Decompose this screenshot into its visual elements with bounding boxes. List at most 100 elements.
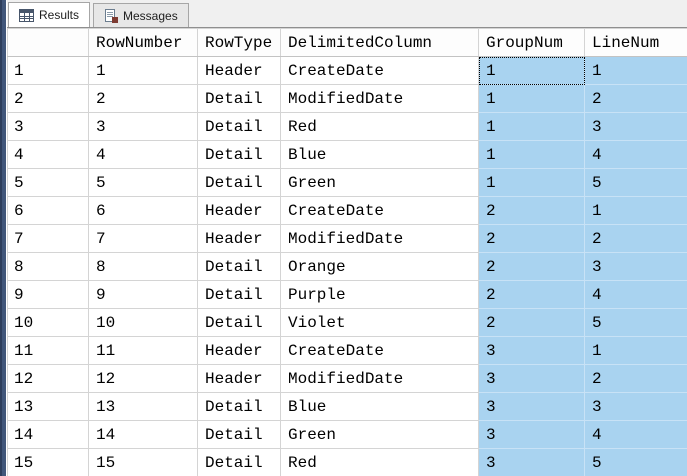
cell-groupnum[interactable]: 1 [478, 112, 585, 141]
cell-groupnum[interactable]: 3 [478, 392, 585, 421]
cell-delimitedcolumn[interactable]: CreateDate [280, 196, 479, 225]
cell-groupnum[interactable]: 3 [478, 448, 585, 476]
row-header[interactable]: 1 [7, 56, 89, 85]
cell-rownumber[interactable]: 3 [88, 112, 198, 141]
cell-linenum[interactable]: 4 [584, 140, 687, 169]
cell-linenum[interactable]: 2 [584, 224, 687, 253]
row-header[interactable]: 13 [7, 392, 89, 421]
cell-linenum[interactable]: 1 [584, 196, 687, 225]
cell-groupnum[interactable]: 3 [478, 420, 585, 449]
cell-delimitedcolumn[interactable]: CreateDate [280, 56, 479, 85]
cell-linenum[interactable]: 1 [584, 56, 687, 85]
cell-linenum[interactable]: 2 [584, 84, 687, 113]
cell-rowtype[interactable]: Detail [197, 280, 281, 309]
cell-linenum[interactable]: 3 [584, 252, 687, 281]
column-header-linenum[interactable]: LineNum [584, 28, 687, 57]
row-header[interactable]: 3 [7, 112, 89, 141]
cell-rownumber[interactable]: 7 [88, 224, 198, 253]
cell-delimitedcolumn[interactable]: Violet [280, 308, 479, 337]
row-header[interactable]: 12 [7, 364, 89, 393]
row-header[interactable]: 8 [7, 252, 89, 281]
column-header-rownumber[interactable]: RowNumber [88, 28, 198, 57]
cell-rowtype[interactable]: Header [197, 196, 281, 225]
cell-delimitedcolumn[interactable]: Red [280, 112, 479, 141]
cell-rowtype[interactable]: Header [197, 224, 281, 253]
cell-groupnum[interactable]: 1 [478, 140, 585, 169]
cell-rownumber[interactable]: 8 [88, 252, 198, 281]
cell-groupnum[interactable]: 1 [478, 84, 585, 113]
cell-rowtype[interactable]: Detail [197, 448, 281, 476]
cell-linenum[interactable]: 3 [584, 112, 687, 141]
cell-delimitedcolumn[interactable]: Red [280, 448, 479, 476]
column-header-rowtype[interactable]: RowType [197, 28, 281, 57]
cell-rownumber[interactable]: 13 [88, 392, 198, 421]
cell-delimitedcolumn[interactable]: Green [280, 420, 479, 449]
cell-rowtype[interactable]: Header [197, 56, 281, 85]
cell-groupnum[interactable]: 2 [478, 224, 585, 253]
row-header[interactable]: 6 [7, 196, 89, 225]
cell-rownumber[interactable]: 14 [88, 420, 198, 449]
cell-delimitedcolumn[interactable]: CreateDate [280, 336, 479, 365]
cell-linenum[interactable]: 4 [584, 280, 687, 309]
row-header[interactable]: 5 [7, 168, 89, 197]
cell-delimitedcolumn[interactable]: Purple [280, 280, 479, 309]
cell-rownumber[interactable]: 10 [88, 308, 198, 337]
cell-delimitedcolumn[interactable]: ModifiedDate [280, 224, 479, 253]
cell-rowtype[interactable]: Detail [197, 84, 281, 113]
cell-linenum[interactable]: 1 [584, 336, 687, 365]
cell-rowtype[interactable]: Detail [197, 392, 281, 421]
cell-linenum[interactable]: 4 [584, 420, 687, 449]
cell-rowtype[interactable]: Detail [197, 420, 281, 449]
cell-rownumber[interactable]: 1 [88, 56, 198, 85]
cell-rownumber[interactable]: 12 [88, 364, 198, 393]
cell-linenum[interactable]: 2 [584, 364, 687, 393]
cell-groupnum[interactable]: 1 [478, 56, 585, 85]
row-header[interactable]: 7 [7, 224, 89, 253]
cell-linenum[interactable]: 5 [584, 308, 687, 337]
cell-rownumber[interactable]: 5 [88, 168, 198, 197]
tab-results[interactable]: Results [8, 2, 91, 27]
cell-rownumber[interactable]: 15 [88, 448, 198, 476]
select-all-corner[interactable] [7, 28, 89, 57]
cell-rowtype[interactable]: Detail [197, 252, 281, 281]
cell-groupnum[interactable]: 2 [478, 252, 585, 281]
cell-groupnum[interactable]: 1 [478, 168, 585, 197]
cell-delimitedcolumn[interactable]: Orange [280, 252, 479, 281]
tab-messages[interactable]: Messages [93, 3, 189, 27]
cell-linenum[interactable]: 5 [584, 448, 687, 476]
column-header-groupnum[interactable]: GroupNum [478, 28, 585, 57]
cell-delimitedcolumn[interactable]: Blue [280, 140, 479, 169]
table-row: 8 8 Detail Orange 2 3 [7, 252, 687, 281]
cell-rownumber[interactable]: 9 [88, 280, 198, 309]
row-header[interactable]: 15 [7, 448, 89, 476]
cell-rownumber[interactable]: 11 [88, 336, 198, 365]
cell-rowtype[interactable]: Detail [197, 140, 281, 169]
row-header[interactable]: 9 [7, 280, 89, 309]
row-header[interactable]: 10 [7, 308, 89, 337]
cell-rownumber[interactable]: 4 [88, 140, 198, 169]
cell-groupnum[interactable]: 2 [478, 308, 585, 337]
cell-groupnum[interactable]: 3 [478, 336, 585, 365]
row-header[interactable]: 2 [7, 84, 89, 113]
cell-groupnum[interactable]: 3 [478, 364, 585, 393]
row-header[interactable]: 4 [7, 140, 89, 169]
row-header[interactable]: 14 [7, 420, 89, 449]
cell-groupnum[interactable]: 2 [478, 280, 585, 309]
column-header-delimitedcolumn[interactable]: DelimitedColumn [280, 28, 479, 57]
cell-rowtype[interactable]: Header [197, 336, 281, 365]
cell-linenum[interactable]: 3 [584, 392, 687, 421]
cell-rowtype[interactable]: Detail [197, 308, 281, 337]
cell-rownumber[interactable]: 2 [88, 84, 198, 113]
table-row: 7 7 Header ModifiedDate 2 2 [7, 224, 687, 253]
cell-delimitedcolumn[interactable]: ModifiedDate [280, 364, 479, 393]
cell-rowtype[interactable]: Detail [197, 168, 281, 197]
cell-linenum[interactable]: 5 [584, 168, 687, 197]
row-header[interactable]: 11 [7, 336, 89, 365]
cell-rowtype[interactable]: Detail [197, 112, 281, 141]
cell-groupnum[interactable]: 2 [478, 196, 585, 225]
cell-delimitedcolumn[interactable]: Blue [280, 392, 479, 421]
cell-delimitedcolumn[interactable]: Green [280, 168, 479, 197]
cell-delimitedcolumn[interactable]: ModifiedDate [280, 84, 479, 113]
cell-rownumber[interactable]: 6 [88, 196, 198, 225]
cell-rowtype[interactable]: Header [197, 364, 281, 393]
